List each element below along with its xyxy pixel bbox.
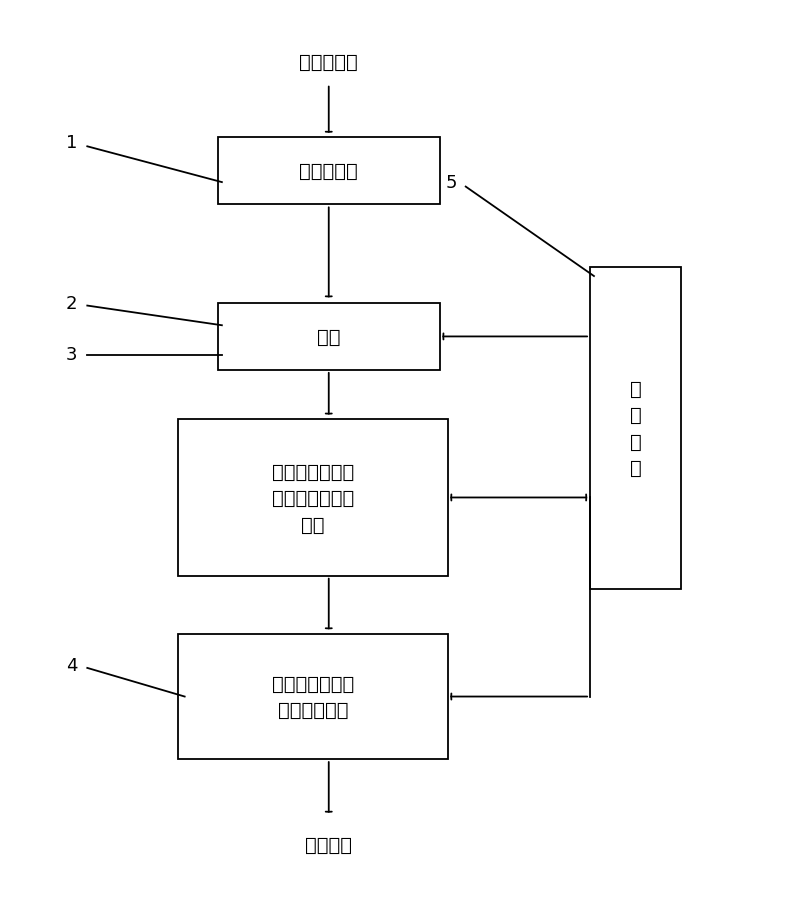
Text: 1: 1 (66, 133, 77, 152)
Bar (218, 138, 439, 206)
Text: 兼具吸附和催化
氧化作用的多孔
材料: 兼具吸附和催化 氧化作用的多孔 材料 (272, 462, 354, 534)
Bar (178, 419, 447, 576)
Bar (590, 268, 681, 590)
Text: 5: 5 (446, 174, 458, 192)
Text: 控
制
单
元: 控 制 单 元 (630, 380, 642, 478)
Text: 4: 4 (66, 657, 78, 675)
Bar (218, 304, 439, 371)
Bar (178, 634, 447, 759)
Text: 3: 3 (66, 345, 78, 364)
Text: 起保护性吸附作
用的多孔材料: 起保护性吸附作 用的多孔材料 (272, 674, 354, 720)
Text: 待处理空气: 待处理空气 (299, 52, 358, 72)
Text: 颗粒过滤网: 颗粒过滤网 (299, 162, 358, 181)
Text: 风机: 风机 (317, 327, 341, 346)
Text: 净化空气: 净化空气 (306, 834, 352, 853)
Text: 2: 2 (66, 295, 78, 312)
